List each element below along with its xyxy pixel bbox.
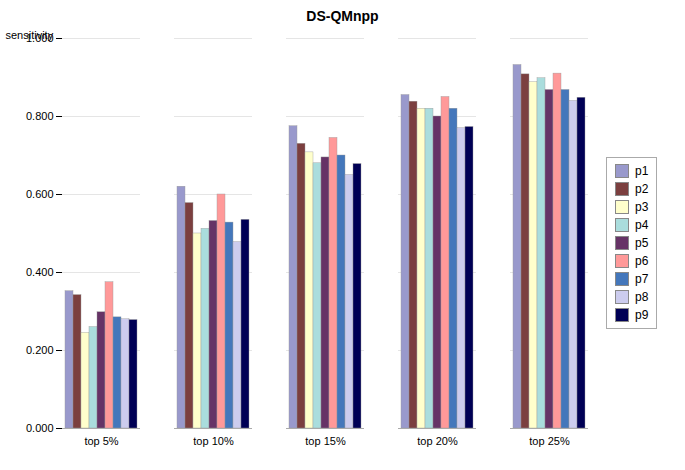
svg-text:0.000: 0.000	[26, 422, 54, 434]
html-text:DS-QMnpp: DS-QMnpp	[306, 8, 379, 24]
html-text:p8: p8	[635, 290, 649, 304]
svg-text:top 15%: top 15%	[305, 435, 346, 447]
svg-text:sensitivity: sensitivity	[6, 29, 54, 41]
html-text:p9: p9	[635, 308, 649, 322]
svg-text:0.600: 0.600	[26, 188, 54, 200]
html-text:p3: p3	[635, 200, 649, 214]
svg-text:top 20%: top 20%	[417, 435, 458, 447]
svg-text:top 10%: top 10%	[193, 435, 234, 447]
html-text:p1: p1	[635, 164, 649, 178]
html-text:p7: p7	[635, 272, 649, 286]
svg-text:0.800: 0.800	[26, 110, 54, 122]
svg-text:top 25%: top 25%	[529, 435, 570, 447]
svg-text:top 5%: top 5%	[84, 435, 118, 447]
html-text:p6: p6	[635, 254, 649, 268]
html-text:p2: p2	[635, 182, 649, 196]
html-text:p4: p4	[635, 218, 649, 232]
svg-text:0.400: 0.400	[26, 266, 54, 278]
svg-text:0.200: 0.200	[26, 344, 54, 356]
html-text:p5: p5	[635, 236, 649, 250]
